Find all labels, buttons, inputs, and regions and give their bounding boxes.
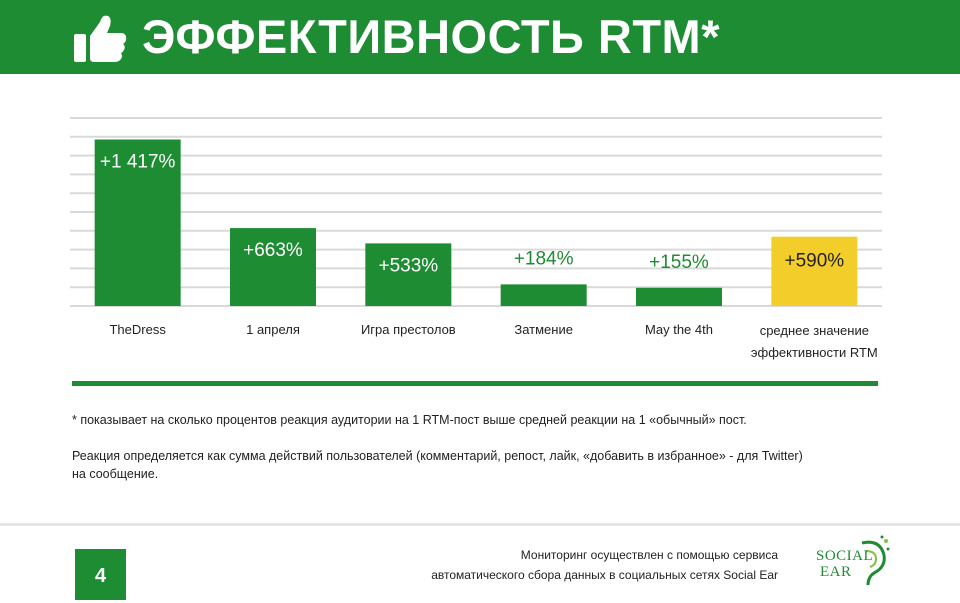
category-label: Игра престолов bbox=[338, 322, 478, 337]
bar-chart: +1 417% +663% +533% +184% +155% +590% bbox=[70, 117, 882, 307]
header-bar: ЭФФЕКТИВНОСТЬ RTM* bbox=[0, 0, 960, 74]
data-label: +1 417% bbox=[100, 152, 176, 173]
logo-text-ear: EAR bbox=[820, 564, 852, 580]
footer-credit-line1: Мониторинг осуществлен с помощью сервиса bbox=[520, 548, 778, 562]
page-number: 4 bbox=[75, 549, 126, 600]
ear-logo-icon bbox=[861, 535, 890, 586]
footer-credit: Мониторинг осуществлен с помощью сервиса… bbox=[431, 545, 778, 585]
category-label-line: Игра престолов bbox=[360, 322, 456, 337]
data-label: +533% bbox=[378, 255, 438, 276]
category-label-line: Затмение bbox=[514, 322, 573, 337]
bar bbox=[636, 287, 722, 306]
data-label: +663% bbox=[243, 240, 303, 261]
bar bbox=[365, 243, 452, 306]
bar bbox=[94, 139, 181, 306]
category-label-line: May the 4th bbox=[645, 322, 713, 337]
category-label: среднее значение эффективности RTM bbox=[744, 320, 884, 364]
bar bbox=[500, 284, 587, 306]
reaction-definition-text: Реакция определяется как сумма действий … bbox=[72, 449, 803, 463]
data-label: +590% bbox=[784, 251, 844, 272]
page-title: ЭФФЕКТИВНОСТЬ RTM* bbox=[142, 10, 720, 63]
data-label: +155% bbox=[649, 252, 709, 273]
category-label: 1 апреля bbox=[203, 322, 343, 337]
bar bbox=[771, 236, 858, 306]
footer-credit-line2: автоматического сбора данных в социальны… bbox=[431, 568, 778, 582]
category-label-line: TheDress bbox=[109, 322, 166, 337]
category-label-line: среднее значение bbox=[759, 323, 869, 338]
thumbs-up-icon bbox=[74, 15, 127, 63]
footnote-text: * показывает на сколько процентов реакци… bbox=[72, 413, 747, 427]
logo-text-social: SOCIAL bbox=[816, 548, 874, 564]
bar bbox=[230, 228, 316, 306]
category-label: Затмение bbox=[474, 322, 614, 337]
reaction-definition-text-cont: на сообщение. bbox=[72, 467, 159, 481]
data-label: +184% bbox=[514, 248, 574, 269]
footer-divider bbox=[0, 523, 960, 526]
category-label-line: 1 апреля bbox=[246, 322, 300, 337]
category-label: TheDress bbox=[68, 322, 208, 337]
divider-line bbox=[72, 381, 878, 386]
category-label-line: эффективности RTM bbox=[750, 345, 878, 360]
category-label: May the 4th bbox=[609, 322, 749, 337]
